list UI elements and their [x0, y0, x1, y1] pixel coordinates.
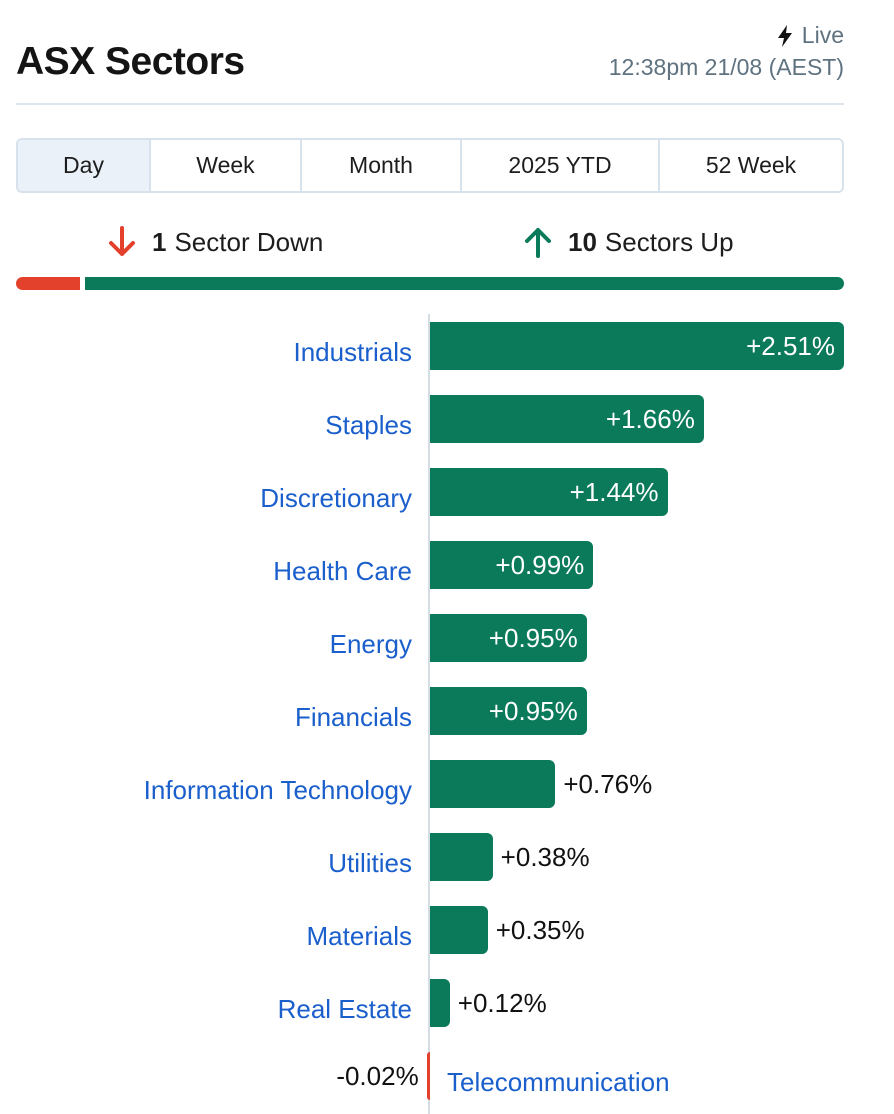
sectors-down-label: Sector Down — [174, 226, 324, 257]
tab-month[interactable]: Month — [302, 140, 462, 191]
arrow-up-icon — [525, 228, 551, 258]
live-label: Live — [801, 22, 844, 48]
tab-52-week[interactable]: 52 Week — [705, 152, 797, 178]
ratio-bar-up-segment — [84, 277, 844, 290]
sector-row-energy: Energy +0.95% — [0, 614, 894, 662]
sector-bar — [430, 979, 450, 1027]
sectors-down-summary: 1 Sector Down — [106, 224, 323, 260]
sector-bar — [430, 468, 668, 516]
sector-label[interactable]: Financials — [294, 702, 412, 732]
live-indicator: Live — [776, 22, 844, 49]
sector-row-information-technology: Information Technology +0.76% — [0, 760, 894, 808]
sector-value-label: -0.02% — [336, 1061, 419, 1091]
sector-row-health-care: Health Care +0.99% — [0, 541, 894, 589]
sector-row-industrials: Industrials +2.51% — [0, 322, 894, 370]
sector-label[interactable]: Real Estate — [277, 994, 412, 1024]
tab-week[interactable]: Week — [151, 140, 302, 191]
sector-bar — [430, 541, 594, 589]
sector-label[interactable]: Health Care — [273, 556, 412, 586]
sectors-up-summary: 10 Sectors Up — [522, 224, 734, 260]
chart-zero-axis — [428, 314, 430, 1114]
sector-value-label: +1.66% — [605, 404, 695, 434]
ratio-bar-down-segment — [16, 277, 80, 290]
sector-bar — [430, 833, 493, 881]
sector-label[interactable]: Utilities — [328, 848, 412, 878]
tab-day[interactable]: Day — [18, 140, 151, 191]
sector-label[interactable]: Materials — [306, 921, 412, 951]
sectors-up-count: 10 — [568, 226, 597, 257]
sectors-up-label: Sectors Up — [604, 226, 734, 257]
sector-row-materials: Materials +0.35% — [0, 906, 894, 954]
sector-value-label: +0.12% — [457, 988, 547, 1018]
sector-bar-chart: Industrials +2.51% Staples +1.66% Discretion… — [0, 310, 894, 1114]
sector-value-label: +0.99% — [495, 550, 585, 580]
sector-row-staples: Staples +1.66% — [0, 395, 894, 443]
sector-bar — [430, 322, 844, 370]
sector-row-utilities: Utilities +0.38% — [0, 833, 894, 881]
sector-value-label: +1.44% — [569, 477, 659, 507]
arrow-down-icon — [109, 226, 135, 256]
sector-label[interactable]: Discretionary — [260, 483, 412, 513]
sector-label[interactable]: Information Technology — [143, 775, 412, 805]
sector-value-label: +0.95% — [488, 696, 578, 726]
sector-bar — [430, 687, 587, 735]
sector-row-discretionary: Discretionary +1.44% — [0, 468, 894, 516]
sector-label[interactable]: Energy — [329, 629, 412, 659]
sector-bar — [430, 395, 704, 443]
sector-value-label: +0.76% — [563, 769, 653, 799]
header-divider — [16, 103, 844, 105]
sector-row-real-estate: Real Estate +0.12% — [0, 979, 894, 1027]
sector-label[interactable]: Staples — [325, 410, 412, 440]
sector-bar — [430, 906, 488, 954]
sector-value-label: +2.51% — [746, 331, 835, 361]
sector-value-label: +0.38% — [500, 842, 590, 872]
sector-label[interactable]: Industrials — [293, 337, 413, 367]
sector-bar — [430, 614, 587, 662]
sectors-down-count: 1 — [152, 226, 167, 257]
timestamp: 12:38pm 21/08 (AEST) — [608, 54, 844, 80]
sector-row-telecommunication: Telecommunication -0.02% — [0, 1052, 894, 1100]
sector-value-label: +0.35% — [495, 915, 585, 945]
sector-row-financials: Financials +0.95% — [0, 687, 894, 735]
sector-ratio-bar — [16, 277, 844, 290]
page-title: ASX Sectors — [16, 40, 245, 83]
period-tabs: Day Week Month 2025 YTD 52 Week — [16, 138, 844, 193]
tab-2025-ytd[interactable]: 2025 YTD — [462, 140, 660, 191]
sector-label[interactable]: Telecommunication — [447, 1067, 670, 1097]
sector-bar — [430, 760, 556, 808]
sector-value-label: +0.95% — [488, 623, 578, 653]
sector-bar — [426, 1052, 430, 1100]
lightning-icon — [777, 24, 792, 47]
